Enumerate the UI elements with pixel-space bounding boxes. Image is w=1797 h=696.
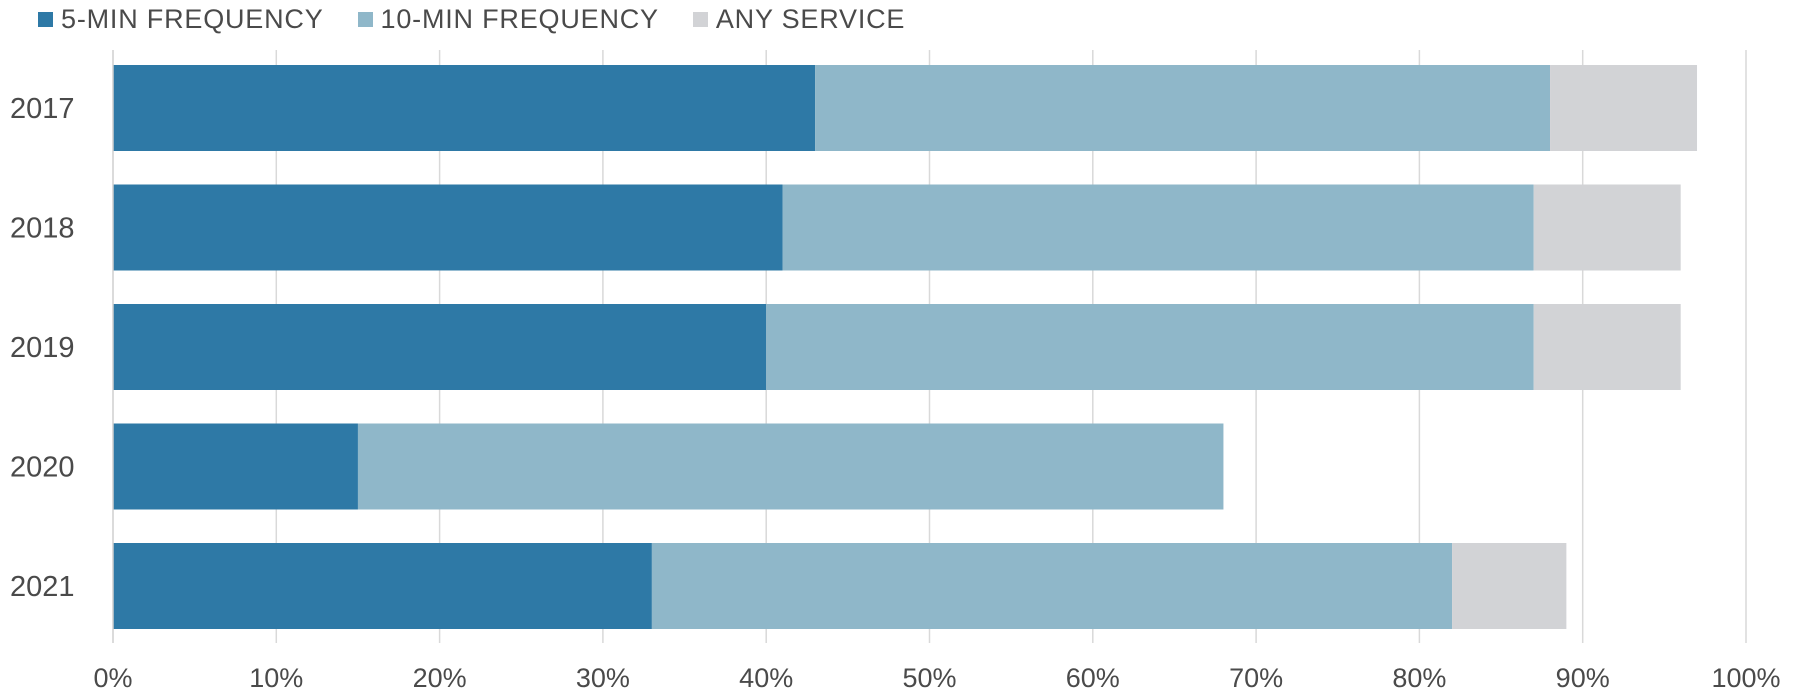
- x-tick-label: 0%: [93, 663, 132, 693]
- bar-2018-series-1: [113, 184, 783, 271]
- x-tick-label: 40%: [739, 663, 793, 693]
- y-tick-label: 2020: [10, 452, 75, 484]
- bar-2019-series-2: [766, 304, 1534, 390]
- bar-2021-series-3: [1452, 543, 1567, 629]
- legend-swatch-5-min: [38, 11, 53, 27]
- x-tick-label: 50%: [902, 663, 956, 693]
- y-tick-label: 2017: [10, 93, 75, 125]
- bar-2019-series-3: [1533, 304, 1681, 390]
- legend-item-5-min: 5-MIN FREQUENCY: [38, 4, 324, 35]
- bar-2021-series-1: [113, 543, 652, 629]
- bar-2018-series-3: [1533, 184, 1681, 271]
- legend-label-5-min: 5-MIN FREQUENCY: [61, 3, 324, 34]
- bar-2017-series-3: [1550, 65, 1698, 151]
- bar-2021-series-2: [651, 543, 1453, 629]
- bar-2018-series-2: [782, 184, 1534, 271]
- bar-2020-series-2: [357, 423, 1224, 510]
- x-tick-label: 70%: [1229, 663, 1283, 693]
- x-tick-label: 30%: [576, 663, 630, 693]
- x-tick-label: 20%: [413, 663, 467, 693]
- y-tick-label: 2019: [10, 332, 75, 364]
- legend-label-10-min: 10-MIN FREQUENCY: [380, 3, 659, 34]
- legend-swatch-any-service: [692, 11, 708, 27]
- x-tick-label: 60%: [1066, 663, 1120, 693]
- bar-2017-series-2: [815, 65, 1551, 151]
- legend-item-10-min: 10-MIN FREQUENCY: [357, 3, 659, 35]
- y-tick-label: 2018: [10, 213, 75, 245]
- bar-2020-series-1: [113, 423, 358, 510]
- x-tick-label: 90%: [1556, 663, 1610, 693]
- x-tick-label: 100%: [1711, 663, 1780, 693]
- x-tick-label: 80%: [1392, 663, 1446, 693]
- bar-2019-series-1: [113, 304, 767, 390]
- legend-item-any-service: ANY SERVICE: [692, 3, 906, 35]
- bar-2017-series-1: [113, 65, 816, 151]
- legend: 5-MIN FREQUENCY 10-MIN FREQUENCY ANY SER…: [38, 2, 905, 36]
- x-tick-label: 10%: [249, 663, 303, 693]
- y-tick-label: 2021: [10, 571, 75, 603]
- legend-label-any-service: ANY SERVICE: [715, 3, 906, 34]
- legend-swatch-10-min: [357, 11, 373, 27]
